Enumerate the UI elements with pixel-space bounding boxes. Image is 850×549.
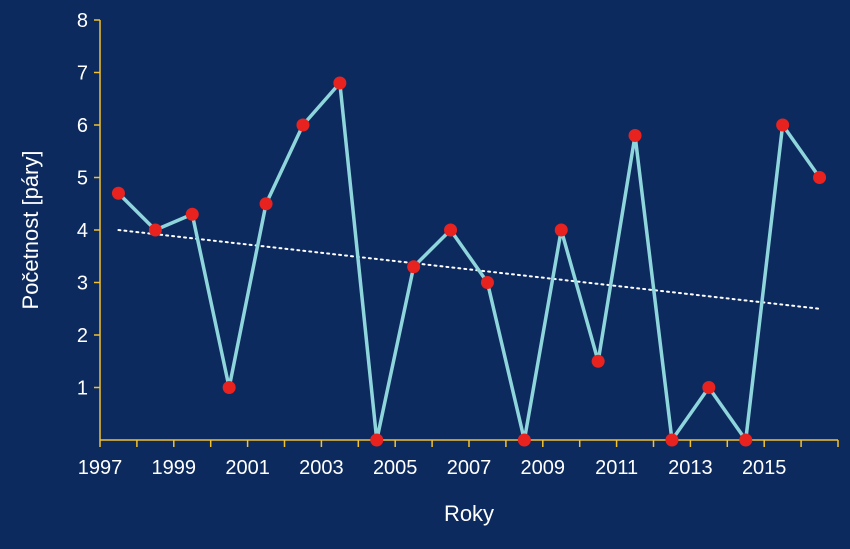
data-point [370,433,384,447]
trendline-layer [117,229,821,310]
x-tick-label: 2003 [299,457,344,479]
x-tick-label: 2001 [225,457,270,479]
data-point [296,118,310,132]
x-axis: 1997 1999 2001 2003 2005 2007 2009 2011 2013 2015 [78,439,839,479]
plot-area: 1 2 3 4 5 6 7 8 1997 1999 2001 2003 2005 2007 2009 201… [77,10,839,479]
y-tick-label: 4 [77,220,88,242]
y-tick-label: 1 [77,378,88,400]
series-layer [116,81,822,442]
data-point [259,197,273,211]
x-axis-title: Roky [444,501,494,526]
data-point [628,129,642,142]
data-point [444,223,458,237]
x-tick-label: 1997 [78,457,123,479]
y-tick-label: 8 [77,10,88,32]
x-tick-label: 2015 [742,457,787,479]
x-tick-label: 2005 [373,457,418,479]
data-point [554,223,568,237]
data-point [776,118,790,132]
data-point [333,76,347,90]
y-tick-label: 5 [77,168,88,190]
trendline [117,229,821,310]
y-tick-label: 6 [77,115,88,137]
y-tick-label: 7 [77,63,88,85]
data-point [407,260,421,274]
y-tick-label: 3 [77,273,88,295]
x-tick-label: 2013 [668,457,713,479]
y-axis: 1 2 3 4 5 6 7 8 [77,10,101,440]
series-line [116,81,822,442]
data-point [739,433,753,447]
y-tick-label: 2 [77,325,88,347]
marker-layer [111,76,827,447]
data-point [480,276,494,289]
data-point [222,381,236,394]
data-point [591,354,605,368]
data-point [185,207,199,221]
x-tick-label: 2011 [595,457,638,479]
data-point [813,171,827,184]
data-point [111,186,125,200]
x-tick-label: 2009 [521,457,566,479]
y-axis-title: Početnost [páry] [18,151,43,310]
data-point [517,433,531,447]
x-tick-label: 2007 [447,457,492,479]
data-point [665,433,679,447]
x-tick-label: 1999 [152,457,197,479]
data-point [148,223,162,237]
data-point [702,381,716,394]
